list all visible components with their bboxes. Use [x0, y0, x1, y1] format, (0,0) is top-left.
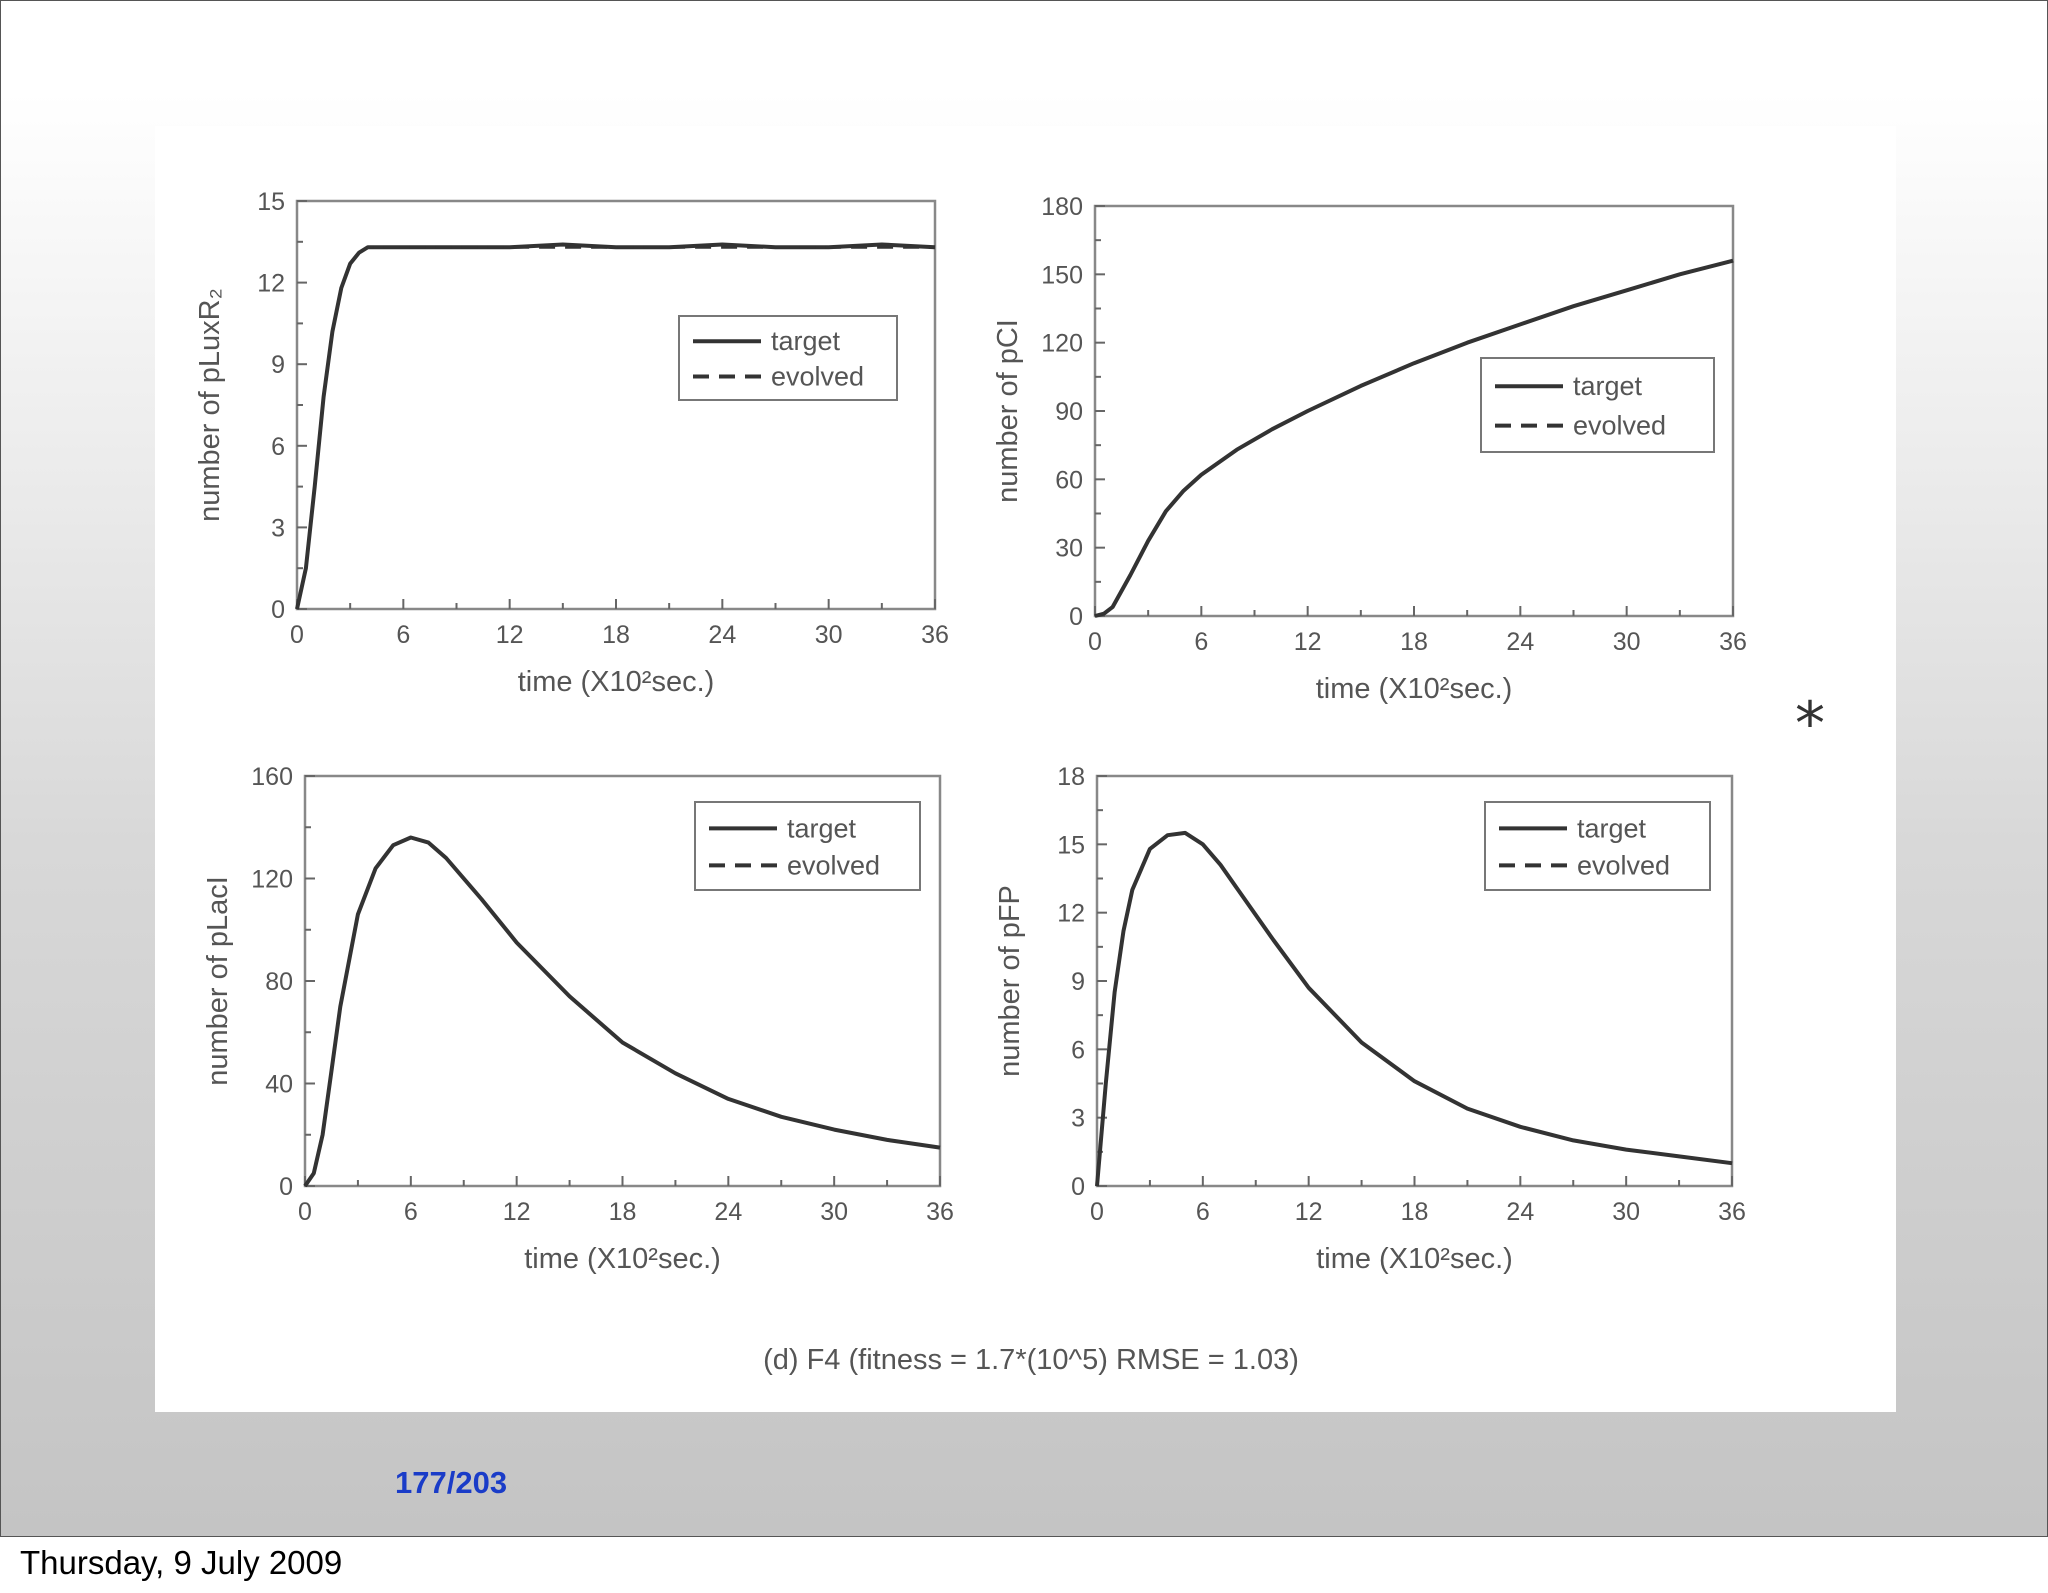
x-axis-title: time (X10²sec.): [518, 666, 715, 698]
x-tick-label: 0: [1088, 628, 1102, 656]
y-tick-label: 0: [1069, 603, 1083, 631]
legend-label-evolved: evolved: [1573, 411, 1666, 441]
x-tick-label: 18: [602, 621, 630, 649]
y-tick-label: 6: [271, 433, 285, 461]
y-axis-title: number of pLacI: [202, 876, 234, 1086]
legend-box: [1480, 357, 1715, 453]
legend-label-evolved: evolved: [1577, 850, 1670, 880]
y-tick-label: 6: [1071, 1036, 1085, 1064]
y-tick-label: 15: [257, 188, 285, 216]
series-line-evolved: [295, 245, 935, 610]
x-tick-label: 18: [1401, 1198, 1429, 1226]
y-tick-label: 160: [251, 763, 293, 791]
x-tick-label: 12: [496, 621, 524, 649]
slide: 0 6 12 18 24 30 36 0 3 6 9 12 15 time (X10²sec.) numbe…: [0, 0, 2048, 1537]
date-footer: Thursday, 9 July 2009: [20, 1544, 343, 1581]
legend-label-target: target: [1573, 371, 1643, 401]
legend-box: [694, 801, 921, 891]
y-axis-title: number of pLuxR₂: [194, 288, 226, 522]
y-tick-label: 12: [257, 270, 285, 298]
page-separator: /: [446, 1465, 456, 1500]
legend-label-evolved: evolved: [771, 361, 864, 391]
legend-label-target: target: [787, 813, 857, 843]
legend-label-target: target: [1577, 813, 1647, 843]
x-tick-label: 36: [926, 1198, 954, 1226]
y-tick-label: 80: [265, 968, 293, 996]
series-line-evolved: [303, 836, 941, 1187]
x-tick-label: 12: [1295, 1198, 1323, 1226]
x-axis-title: time (X10²sec.): [524, 1243, 721, 1275]
legend-box: [1484, 801, 1711, 891]
legend-box: [678, 315, 898, 401]
page-current: 177: [395, 1465, 447, 1500]
page-counter: 177/203: [395, 1465, 507, 1501]
y-axis-title: number of pCI: [992, 319, 1024, 503]
x-tick-label: 12: [1294, 628, 1322, 656]
series-line-evolved: [1095, 831, 1733, 1187]
y-tick-label: 60: [1055, 466, 1083, 494]
y-tick-label: 90: [1055, 398, 1083, 426]
asterisk-marker: *: [1795, 689, 1825, 759]
y-tick-label: 0: [279, 1173, 293, 1201]
y-tick-label: 180: [1041, 193, 1083, 221]
series-line-target: [295, 242, 936, 610]
plot-frame: [295, 199, 937, 611]
y-tick-label: 0: [271, 596, 285, 624]
x-tick-label: 0: [290, 621, 304, 649]
y-tick-label: 150: [1041, 261, 1083, 289]
figure-panel: 0 6 12 18 24 30 36 0 3 6 9 12 15 time (X10²sec.) numbe…: [155, 126, 1896, 1412]
y-tick-label: 18: [1057, 763, 1085, 791]
x-tick-label: 0: [298, 1198, 312, 1226]
y-tick-label: 12: [1057, 900, 1085, 928]
x-tick-label: 18: [1400, 628, 1428, 656]
x-tick-label: 0: [1090, 1198, 1104, 1226]
x-axis-title: time (X10²sec.): [1316, 1243, 1513, 1275]
x-tick-label: 24: [714, 1198, 742, 1226]
x-tick-label: 6: [396, 621, 410, 649]
x-tick-label: 36: [921, 621, 949, 649]
x-tick-label: 24: [1506, 1198, 1534, 1226]
x-tick-label: 30: [815, 621, 843, 649]
y-tick-label: 3: [1071, 1105, 1085, 1133]
y-tick-label: 3: [271, 514, 285, 542]
x-tick-label: 6: [404, 1198, 418, 1226]
x-tick-label: 24: [708, 621, 736, 649]
legend-label-evolved: evolved: [787, 850, 880, 880]
x-tick-label: 18: [609, 1198, 637, 1226]
chart-2: 0 6 12 18 24 30 36 0 30 60 90 120 150 180 time (X10²se…: [992, 193, 1747, 705]
y-tick-label: 120: [1041, 330, 1083, 358]
y-tick-label: 0: [1071, 1173, 1085, 1201]
y-tick-label: 30: [1055, 535, 1083, 563]
y-tick-label: 40: [265, 1071, 293, 1099]
y-tick-label: 9: [271, 351, 285, 379]
x-tick-label: 30: [820, 1198, 848, 1226]
x-tick-label: 30: [1613, 628, 1641, 656]
x-tick-label: 36: [1718, 1198, 1746, 1226]
y-tick-label: 9: [1071, 968, 1085, 996]
figure-caption: (d) F4 (fitness = 1.7*(10^5) RMSE = 1.03…: [763, 1344, 1299, 1376]
series-line-evolved: [1094, 259, 1734, 618]
x-tick-label: 24: [1506, 628, 1534, 656]
x-axis-title: time (X10²sec.): [1316, 673, 1513, 705]
legend-label-target: target: [771, 326, 841, 356]
page-total: 203: [455, 1465, 508, 1500]
y-tick-label: 15: [1057, 831, 1085, 859]
y-axis-title: number of pFP: [994, 885, 1026, 1077]
chart-3: 0 6 12 18 24 30 36 0 40 80 120 160 time (X10²sec.) nu…: [202, 763, 954, 1275]
x-tick-label: 6: [1196, 1198, 1210, 1226]
x-tick-label: 12: [503, 1198, 531, 1226]
x-tick-label: 36: [1719, 628, 1747, 656]
x-tick-label: 30: [1612, 1198, 1640, 1226]
x-tick-label: 6: [1194, 628, 1208, 656]
y-tick-label: 120: [251, 866, 293, 894]
